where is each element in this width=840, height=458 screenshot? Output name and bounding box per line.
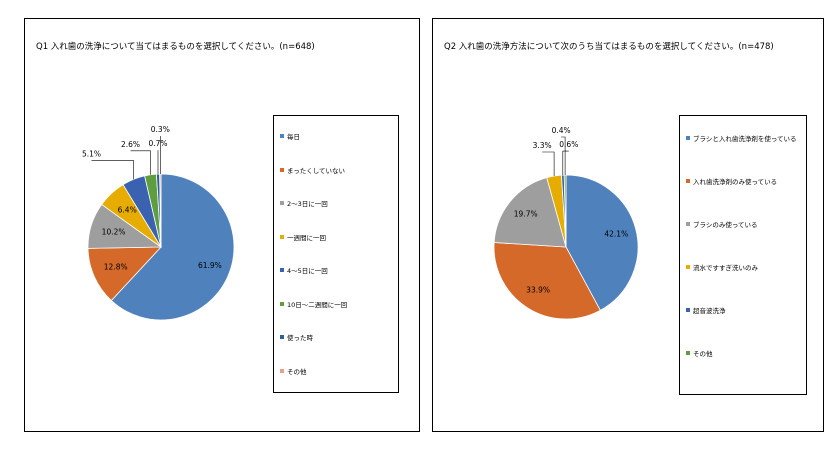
q1-legend-swatch-7 (280, 368, 284, 373)
q1-legend-label-6: 使った時 (287, 334, 313, 342)
q1-legend-item-7: その他 (280, 365, 307, 377)
q2-leader-line-4 (562, 150, 569, 176)
q2-legend-label-2: ブラシのみ使っている (693, 221, 758, 229)
q2-data-label-5: 0.4% (552, 126, 571, 135)
q2-legend-swatch-3 (686, 265, 690, 269)
q1-slice-1 (87, 246, 162, 302)
q2-legend-item-0: ブラシと入れ歯洗浄剤を使っている (686, 132, 797, 144)
q1-data-label-5: 2.6% (121, 140, 140, 149)
q1-leader-line-5 (130, 150, 151, 175)
q1-leader-line-4 (91, 160, 134, 180)
q1-legend-swatch-3 (280, 234, 284, 239)
q1-legend-item-6: 使った時 (280, 331, 313, 343)
q1-legend-swatch-5 (280, 301, 284, 306)
q2-legend-label-1: 入れ歯洗浄剤のみ使っている (693, 178, 778, 186)
q1-legend-label-5: 10日～二週間に一回 (287, 300, 348, 309)
q2-data-label-3: 3.3% (533, 141, 552, 150)
chart-panel-q1: Q1 入れ歯の洗浄について当てはまるものを選択してください。(n=648) 61… (24, 18, 420, 432)
pie-chart-q2: 42.1% 33.9% 19.7% 3.3% 0.6% 0.4% (493, 126, 639, 320)
q1-data-label-7: 0.3% (151, 125, 170, 134)
q2-slice-1 (493, 242, 601, 320)
q1-data-label-0: 61.9% (198, 261, 222, 270)
q1-legend-item-1: まったくしていない (280, 164, 345, 176)
q1-legend-swatch-1 (280, 167, 284, 172)
q2-data-label-0: 42.1% (604, 229, 628, 238)
q2-legend-item-3: 流水ですすぎ洗いのみ (686, 261, 758, 273)
q1-legend-label-3: 一週間に一回 (287, 233, 326, 242)
q1-legend-label-4: 4～5日に一回 (287, 267, 328, 275)
q1-data-label-3: 6.4% (118, 206, 137, 215)
pie-chart-q1: 61.9% 12.8% 10.2% 6.4% 5.1% 2.6% 0.7% 0.3% (82, 125, 235, 321)
q1-data-label-2: 10.2% (102, 227, 126, 236)
q2-legend-swatch-2 (686, 222, 690, 226)
chart-title-q2: Q2 入れ歯の洗浄方法について次のうち当てはまるものを選択してください。(n=4… (444, 42, 774, 52)
q2-legend-swatch-1 (686, 179, 690, 183)
q1-slice-0 (110, 173, 235, 321)
q1-legend-label-1: まったくしていない (287, 166, 346, 175)
q2-data-label-1: 33.9% (526, 286, 550, 295)
chart-panel-q2: Q2 入れ歯の洗浄方法について次のうち当てはまるものを選択してください。(n=4… (432, 18, 824, 432)
q2-slice-2 (493, 177, 567, 248)
q2-legend-label-5: その他 (693, 350, 713, 358)
q2-legend-swatch-4 (686, 308, 690, 312)
q2-legend-swatch-0 (686, 136, 690, 140)
q1-legend-swatch-6 (280, 335, 284, 339)
q1-data-label-1: 12.8% (104, 262, 128, 271)
q2-data-label-4: 0.6% (559, 140, 578, 149)
q1-data-label-6: 0.7% (148, 139, 167, 148)
legend-q2: ブラシと入れ歯洗浄剤を使っている 入れ歯洗浄剤のみ使っている ブラシのみ使っている流… (679, 115, 807, 395)
q2-legend-item-4: 超音波洗浄 (686, 304, 726, 316)
q2-legend-item-5: その他 (686, 347, 713, 359)
q2-leader-line-3 (542, 151, 555, 176)
q2-data-label-2: 19.7% (514, 209, 538, 218)
legend-q1: 毎日まったくしていない 2～3日に一回 一週間に一回 4～5日に一回 10日～二週間に一… (273, 115, 399, 393)
q2-legend-item-1: 入れ歯洗浄剤のみ使っている (686, 175, 777, 187)
q1-legend-item-5: 10日～二週間に一回 (280, 298, 347, 310)
q2-leader-line-5 (561, 136, 566, 175)
q1-legend-item-4: 4～5日に一回 (280, 264, 328, 276)
q1-slice-7 (159, 173, 162, 248)
chart-title-q1: Q1 入れ歯の洗浄について当てはまるものを選択してください。(n=648) (36, 42, 315, 52)
q2-slice-0 (565, 174, 639, 311)
q1-legend-label-7: その他 (287, 367, 307, 376)
q2-legend-label-3: 流水ですすぎ洗いのみ (693, 264, 758, 272)
q2-legend-item-2: ブラシのみ使っている (686, 218, 758, 230)
q1-legend-item-0: 毎日 (280, 130, 300, 142)
q1-legend-swatch-2 (280, 201, 284, 205)
q1-legend-swatch-4 (280, 268, 284, 272)
q2-legend-label-4: 超音波洗浄 (693, 307, 726, 315)
q2-slice-5 (563, 174, 567, 248)
q2-legend-swatch-5 (686, 351, 690, 355)
q1-legend-swatch-0 (280, 134, 284, 138)
q1-legend-label-2: 2～3日に一回 (287, 200, 328, 208)
q1-data-label-4: 5.1% (82, 149, 101, 158)
q1-legend-item-2: 2～3日に一回 (280, 197, 328, 209)
q1-legend-item-3: 一週間に一回 (280, 231, 326, 243)
q2-legend-label-0: ブラシと入れ歯洗浄剤を使っている (693, 135, 797, 143)
q1-legend-label-0: 毎日 (287, 133, 300, 141)
